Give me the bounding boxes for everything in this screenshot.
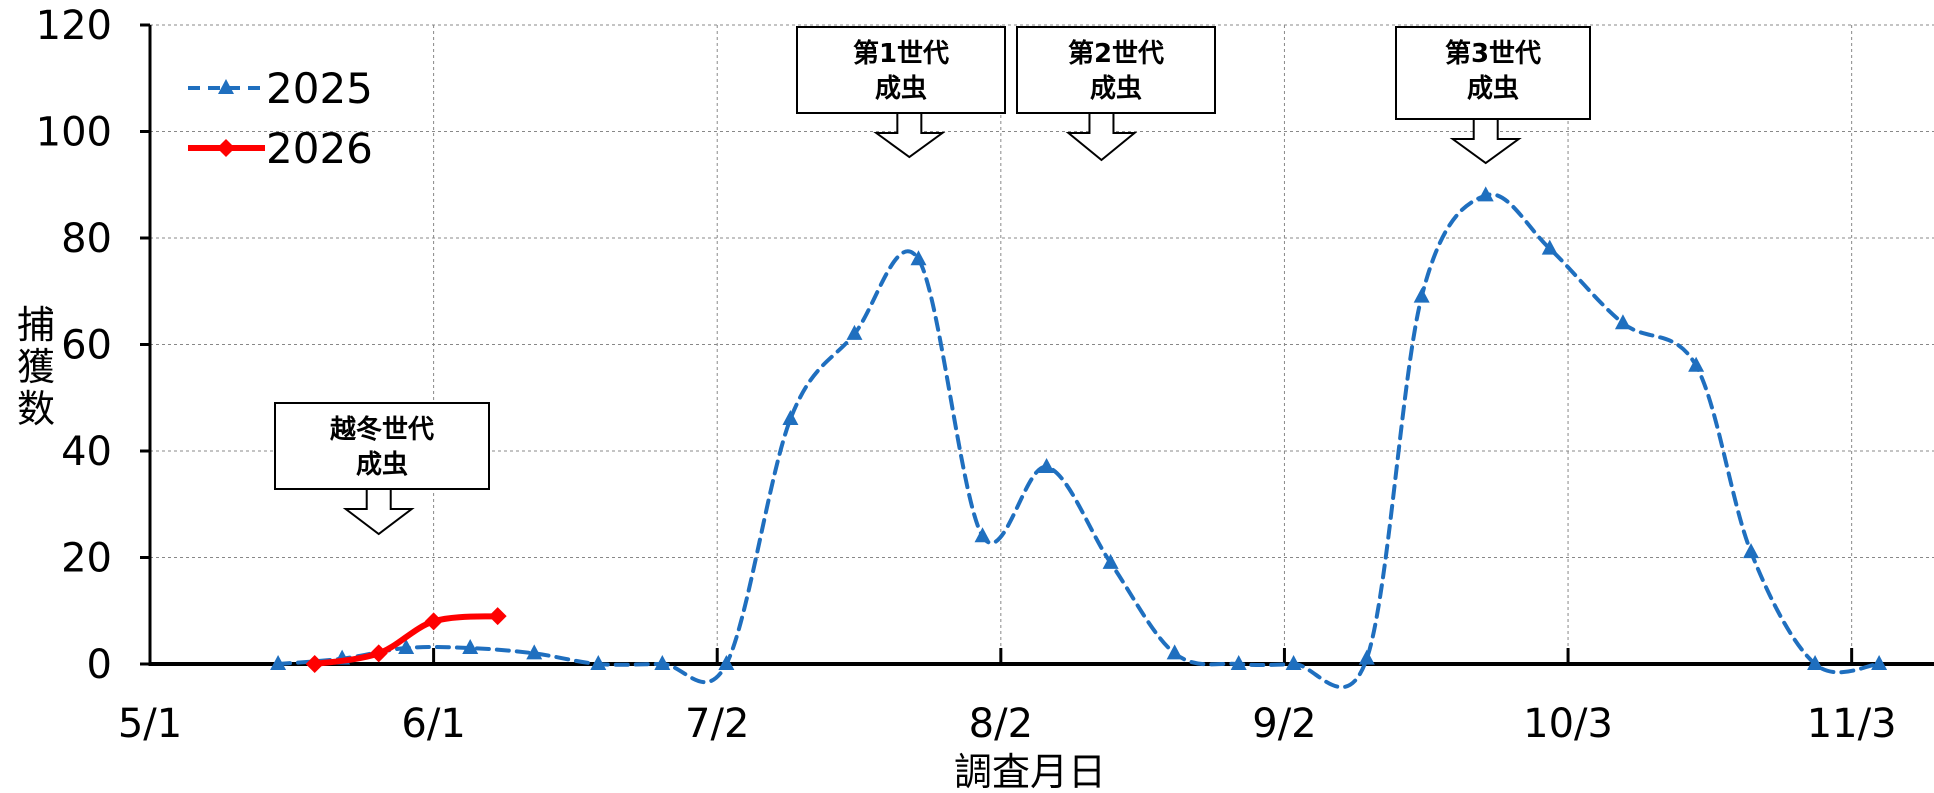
- callout-arrow: [873, 112, 946, 159]
- series-0: [270, 186, 1888, 689]
- callout-box: [1395, 26, 1591, 120]
- y-axis-title-char: 捕: [17, 303, 55, 347]
- x-axis-title: 調査月日: [954, 750, 1106, 793]
- y-tick-label: 120: [36, 3, 112, 49]
- legend-label: 2025: [266, 64, 373, 113]
- y-tick-label: 100: [36, 110, 112, 156]
- data-point: [1871, 655, 1888, 670]
- data-point: [1688, 356, 1705, 372]
- data-point: [1743, 543, 1760, 559]
- y-tick-label: 80: [61, 216, 112, 262]
- data-point: [1230, 655, 1247, 670]
- x-tick-label: 8/2: [969, 701, 1033, 747]
- data-point: [270, 655, 287, 670]
- legend-label: 2026: [266, 124, 373, 173]
- y-axis-title-char: 獲: [17, 345, 55, 389]
- data-point: [654, 655, 671, 670]
- data-point: [398, 639, 415, 655]
- callout-line1: 第2世代: [1068, 38, 1164, 69]
- data-point: [1413, 287, 1430, 303]
- data-point: [1038, 457, 1055, 473]
- data-point: [782, 410, 799, 426]
- y-tick-label: 60: [61, 323, 112, 369]
- x-tick-label: 10/3: [1523, 701, 1613, 747]
- gridlines: [150, 24, 1934, 664]
- data-point: [488, 607, 507, 626]
- data-point: [369, 644, 388, 663]
- y-axis-title-char: 数: [17, 387, 55, 431]
- callout-line2: 成虫: [1467, 74, 1519, 104]
- data-point: [1614, 314, 1631, 330]
- callout-box: [1016, 26, 1216, 114]
- series-line: [311, 613, 501, 667]
- data-point: [526, 644, 543, 660]
- x-tick-label: 5/1: [118, 701, 182, 747]
- y-axis-title: 捕獲数: [17, 303, 55, 431]
- data-point: [1358, 649, 1375, 665]
- x-tick-label: 9/2: [1252, 701, 1316, 747]
- x-tick-label: 6/1: [401, 701, 465, 747]
- data-point: [1807, 655, 1824, 670]
- callout-box: [796, 26, 1006, 114]
- y-tick-label: 20: [61, 536, 112, 582]
- data-point: [910, 250, 927, 266]
- callout-line1: 第1世代: [853, 38, 949, 69]
- series-layer: [270, 186, 1888, 689]
- callout-line2: 成虫: [875, 74, 927, 104]
- x-tick-label: 11/3: [1807, 701, 1897, 747]
- callout-arrow: [1449, 118, 1522, 165]
- callout-arrow: [1065, 112, 1138, 162]
- x-axis-ticks: 5/1 6/1 7/2 8/2 9/2 10/3 11/3: [118, 701, 1897, 747]
- y-tick-label: 40: [61, 429, 112, 475]
- legend-marker: [217, 139, 235, 157]
- data-point: [305, 655, 324, 673]
- data-point: [424, 612, 443, 631]
- y-axis-ticks: 0 20 40 60 80 100 120: [36, 3, 112, 688]
- legend-item: 2026: [188, 124, 373, 173]
- callout-line2: 成虫: [1090, 74, 1142, 104]
- series-1: [305, 607, 507, 673]
- data-point: [974, 527, 991, 543]
- legend-item: 2025: [188, 64, 373, 113]
- y-tick-label: 0: [87, 642, 112, 688]
- data-point: [462, 639, 479, 655]
- data-point: [590, 655, 607, 670]
- legend-marker: [218, 79, 234, 94]
- data-point: [1102, 553, 1119, 569]
- x-tick-label: 7/2: [685, 701, 749, 747]
- data-point: [1541, 239, 1558, 255]
- data-point: [718, 655, 735, 670]
- legend: 2025 2026: [188, 64, 373, 173]
- data-point: [846, 324, 863, 340]
- data-point: [1477, 186, 1494, 202]
- data-point: [1166, 644, 1183, 660]
- callout-line2: 成虫: [356, 450, 408, 480]
- callout-arrow: [342, 488, 415, 536]
- callout-line1: 第3世代: [1445, 38, 1541, 69]
- axes: [140, 23, 1934, 666]
- callout-line1: 越冬世代: [330, 415, 434, 445]
- series-line: [276, 192, 1882, 689]
- data-point: [1285, 655, 1302, 670]
- callout-box: [274, 402, 490, 490]
